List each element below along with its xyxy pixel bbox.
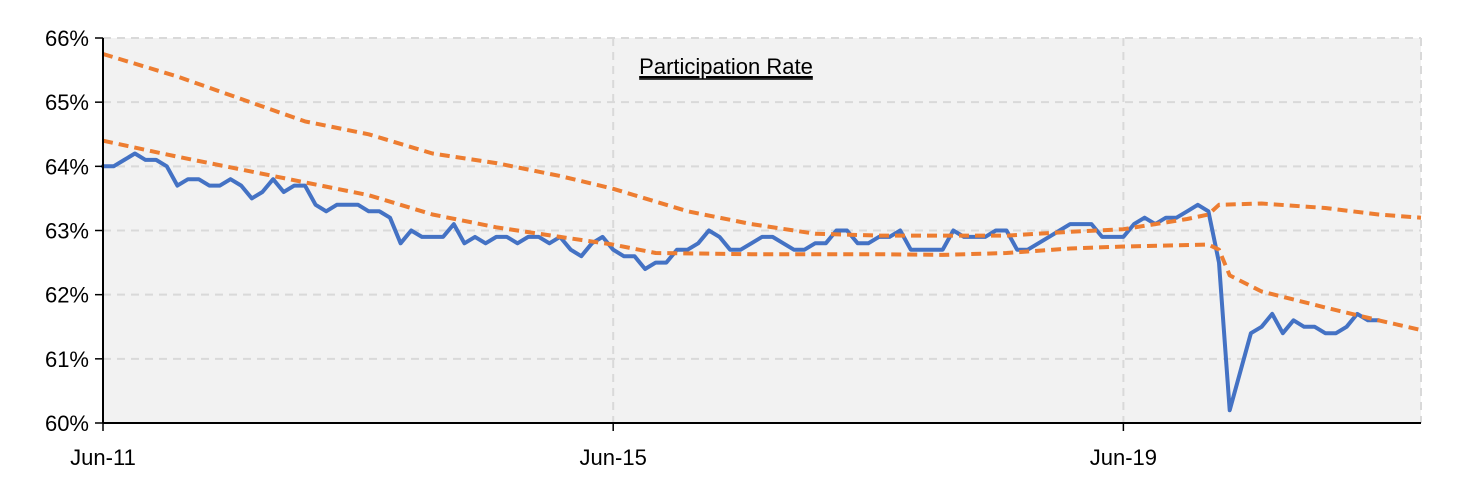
y-tick-label: 61% — [45, 347, 89, 372]
series-lines — [101, 52, 1422, 413]
gridlines — [103, 37, 1422, 423]
trend-line-2 — [102, 138, 1422, 332]
y-tick-label: 62% — [45, 283, 89, 308]
y-tick-label: 60% — [45, 411, 89, 436]
y-tick-label: 63% — [45, 219, 89, 244]
x-tick-label: Jun-19 — [1090, 445, 1157, 470]
y-tick-label: 64% — [45, 154, 89, 179]
y-tick-label: 66% — [45, 26, 89, 51]
tick-labels: 60% 61% 62% 63% 64% 65% 66% Jun-11 Jun-15 Jun-19 — [45, 26, 1157, 470]
axes — [95, 37, 1421, 431]
trend-line-1 — [102, 52, 1422, 238]
actual-line-0 — [101, 151, 1381, 413]
y-tick-label: 65% — [45, 90, 89, 115]
x-tick-label: Jun-11 — [70, 445, 136, 470]
x-tick-label: Jun-15 — [580, 445, 647, 470]
chart-title: Participation Rate — [639, 54, 813, 79]
